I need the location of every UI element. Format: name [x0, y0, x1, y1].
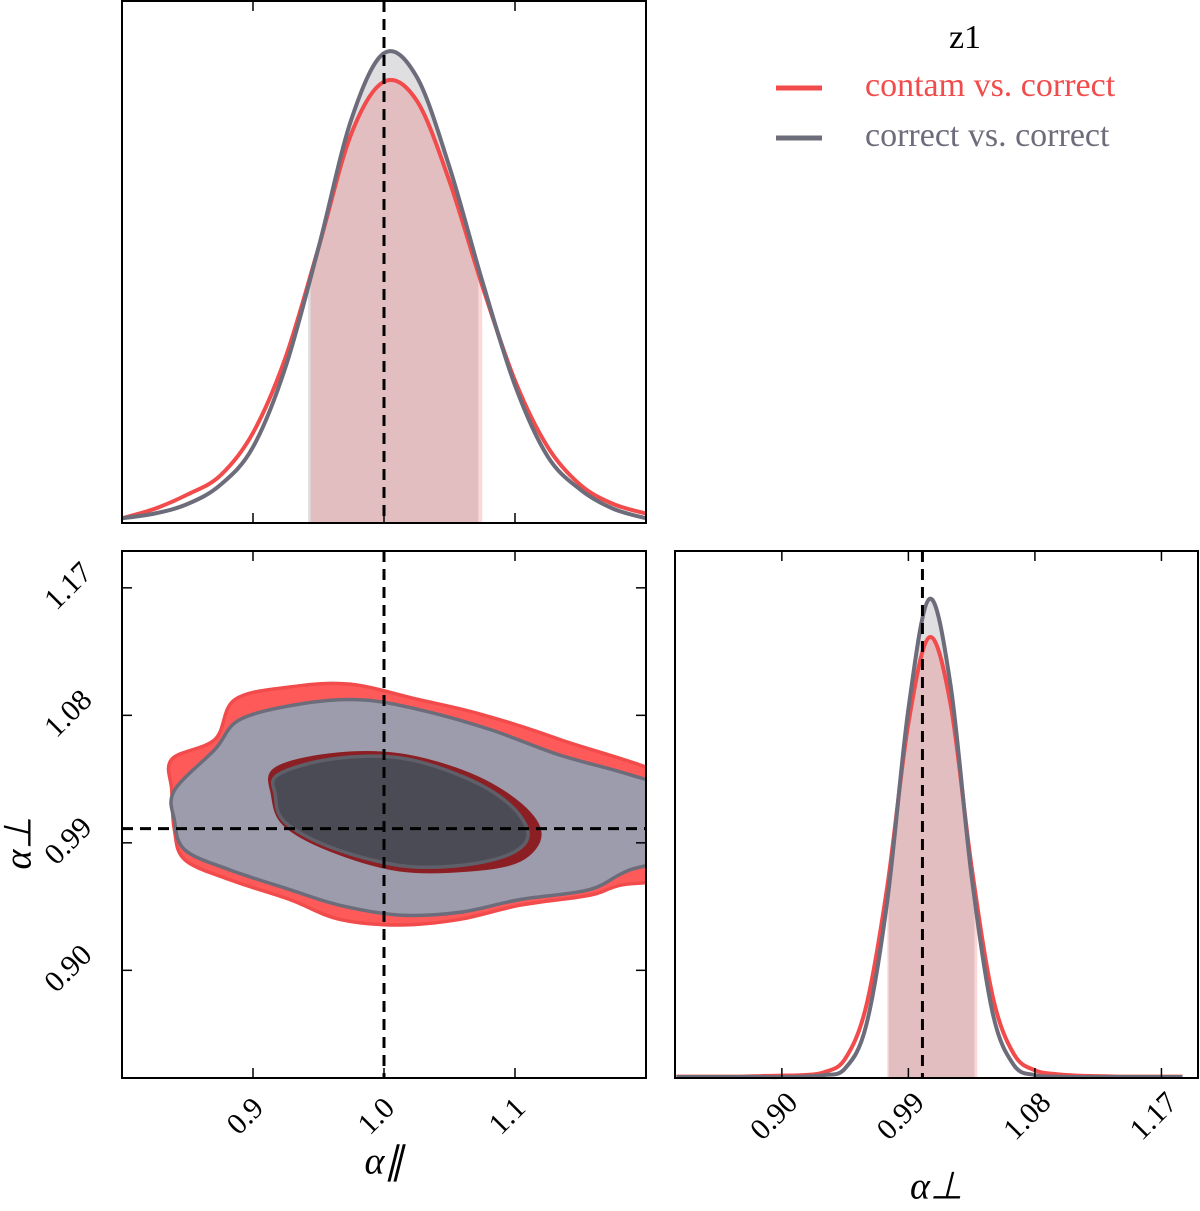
panel-frame — [674, 550, 1199, 1079]
panel-frame — [121, 0, 647, 524]
x-tick-label: 1.1 — [482, 1091, 532, 1141]
x-axis-label: α∥ — [365, 1141, 407, 1183]
x-tick-label: 1.17 — [1123, 1086, 1183, 1146]
interval-fill — [310, 79, 483, 523]
legend-label: correct vs. correct — [865, 117, 1110, 154]
density-line — [121, 49, 647, 521]
panel-frame — [121, 550, 647, 1079]
y-tick-label: 1.08 — [38, 683, 98, 743]
interval-fill — [887, 637, 978, 1078]
x-tick-label: 1.08 — [997, 1086, 1057, 1146]
x-axis-label: α⊥ — [910, 1166, 963, 1208]
interval-fill — [308, 51, 479, 523]
x-tick-label: 1.0 — [351, 1091, 401, 1141]
contour — [270, 754, 530, 870]
y-tick-label: 0.90 — [38, 938, 98, 998]
x-tick-label: 0.99 — [870, 1086, 930, 1146]
x-tick-label: 0.9 — [220, 1091, 270, 1141]
legend-title: z1 — [949, 19, 981, 56]
y-tick-label: 1.17 — [38, 556, 98, 616]
y-tick-label: 0.99 — [38, 811, 98, 871]
legend-label: contam vs. correct — [865, 67, 1116, 104]
y-axis-label: α⊥ — [0, 816, 40, 869]
x-tick-label: 0.90 — [744, 1086, 804, 1146]
